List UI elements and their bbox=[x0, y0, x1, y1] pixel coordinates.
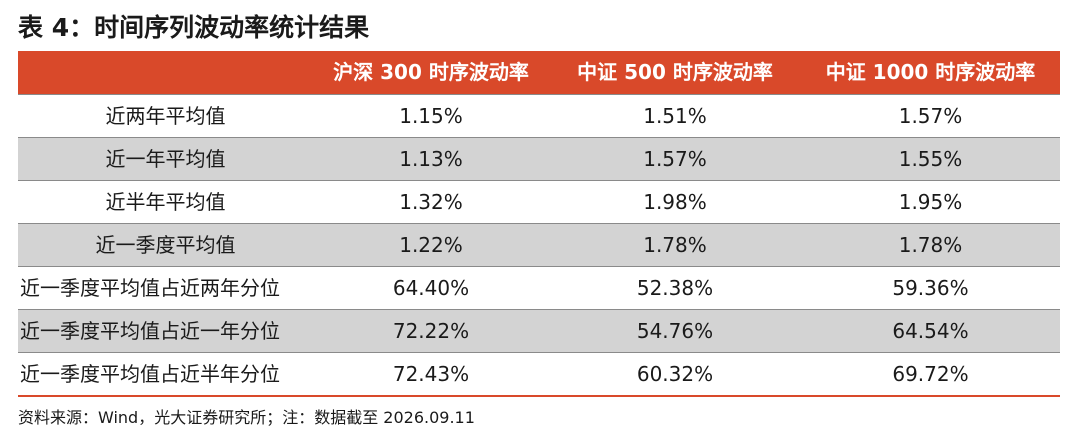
header-cell-hs300: 沪深 300 时序波动率 bbox=[333, 60, 529, 84]
row-label: 近一季度平均值占近半年分位 bbox=[20, 362, 280, 386]
table-title: 表 4：时间序列波动率统计结果 bbox=[18, 13, 370, 42]
cell-zz1000: 1.57% bbox=[898, 104, 963, 128]
source-note: 资料来源：Wind，光大证券研究所；注：数据截至 2026.09.11 bbox=[18, 408, 475, 427]
cell-zz500: 1.57% bbox=[643, 147, 707, 171]
cell-zz500: 54.76% bbox=[636, 319, 714, 343]
row-label: 近一季度平均值占近一年分位 bbox=[20, 319, 280, 343]
table-row: 近一季度平均值占近两年分位 64.40% 52.38% 59.36% bbox=[18, 266, 1060, 310]
cell-hs300: 72.43% bbox=[392, 362, 470, 386]
row-label: 近一季度平均值占近两年分位 bbox=[20, 276, 280, 300]
header-cell-zz1000: 中证 1000 时序波动率 bbox=[825, 60, 1036, 84]
cell-zz1000: 1.95% bbox=[898, 190, 963, 214]
table-row: 近一季度平均值占近一年分位 72.22% 54.76% 64.54% bbox=[18, 309, 1060, 353]
row-label: 近两年平均值 bbox=[105, 104, 226, 128]
table-row: 近两年平均值 1.15% 1.51% 1.57% bbox=[18, 94, 1060, 138]
table-row: 近一季度平均值 1.22% 1.78% 1.78% bbox=[18, 223, 1060, 267]
cell-zz1000: 69.72% bbox=[892, 362, 969, 386]
cell-hs300: 1.32% bbox=[399, 190, 463, 214]
cell-hs300: 1.15% bbox=[399, 104, 463, 128]
row-label: 近一季度平均值 bbox=[95, 233, 236, 257]
row-label: 近一年平均值 bbox=[105, 147, 226, 171]
table-row: 近一年平均值 1.13% 1.57% 1.55% bbox=[18, 137, 1060, 181]
cell-zz1000: 1.55% bbox=[898, 147, 963, 171]
table-row: 近半年平均值 1.32% 1.98% 1.95% bbox=[18, 180, 1060, 224]
cell-zz500: 1.78% bbox=[643, 233, 707, 257]
cell-zz500: 60.32% bbox=[636, 362, 714, 386]
header-cell-zz500: 中证 500 时序波动率 bbox=[577, 60, 773, 84]
table-header-row: 沪深 300 时序波动率 中证 500 时序波动率 中证 1000 时序波动率 bbox=[18, 51, 1060, 95]
cell-zz500: 1.51% bbox=[643, 104, 707, 128]
volatility-table: 沪深 300 时序波动率 中证 500 时序波动率 中证 1000 时序波动率 … bbox=[18, 51, 1060, 397]
cell-zz500: 52.38% bbox=[636, 276, 714, 300]
cell-zz500: 1.98% bbox=[643, 190, 707, 214]
row-label: 近半年平均值 bbox=[105, 190, 226, 214]
cell-hs300: 1.13% bbox=[399, 147, 463, 171]
cell-zz1000: 64.54% bbox=[892, 319, 969, 343]
cell-hs300: 1.22% bbox=[399, 233, 463, 257]
cell-zz1000: 1.78% bbox=[898, 233, 963, 257]
cell-hs300: 64.40% bbox=[392, 276, 470, 300]
cell-hs300: 72.22% bbox=[392, 319, 470, 343]
header-cell-empty bbox=[18, 51, 313, 95]
table-row: 近一季度平均值占近半年分位 72.43% 60.32% 69.72% bbox=[18, 352, 1060, 396]
cell-zz1000: 59.36% bbox=[892, 276, 969, 300]
